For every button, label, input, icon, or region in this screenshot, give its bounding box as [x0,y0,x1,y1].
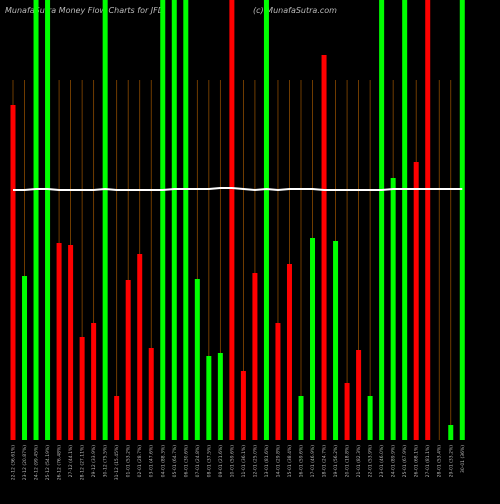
x-tick-label: 25-12 (54.19%) [45,445,51,480]
bar [240,371,246,440]
x-tick-label: 30-01 (36%) [460,445,466,473]
x-tick-label: 24-12 (99.45%) [34,445,40,480]
x-tick-label: 17-01 (46.9%) [310,445,316,478]
x-tick-label: 28-12 (27.11%) [80,445,86,480]
x-tick-label: 20-01 (18.8%) [345,445,351,478]
bar [183,0,189,440]
bar [344,383,350,440]
x-tick-label: 27-12 (44.1%) [68,445,74,478]
bar [379,0,385,440]
bar [206,356,212,440]
x-tick-label: 21-01 (82.3%) [356,445,362,478]
x-tick-label: 28-01 (53.4%) [437,445,443,478]
bar [310,238,316,440]
bar [367,396,373,440]
x-tick-label: 03-01 (47.6%) [149,445,155,478]
x-tick-label: 06-01 (30.6%) [183,445,189,478]
x-tick-label: 31-12 (15.45%) [114,445,120,480]
x-tick-label: 23-12 (20.87%) [22,445,28,480]
x-tick-label: 04-01 (88.3%) [160,445,166,478]
x-tick-label: 23-01 (46.0%) [379,445,385,478]
bar [33,0,39,440]
x-tick-label: 24-01 (89.9%) [391,445,397,478]
bar [459,0,465,440]
bar [413,162,419,440]
x-tick-label: 12-01 (25.0%) [252,445,258,478]
bar [275,323,281,440]
bar [448,425,454,440]
bar [217,353,223,440]
money-flow-line [13,187,463,192]
x-tick-label: 10-01 (59.6%) [229,445,235,478]
bar [252,273,258,440]
bar [263,0,269,440]
x-tick-label: 07-01 (24.8%) [195,445,201,478]
x-tick-label: 27-01 (81.1%) [425,445,431,478]
x-tick-label: 29-01 (33.2%) [448,445,454,478]
x-tick-label: 30-12 (75.5%) [103,445,109,478]
bar [333,241,339,440]
bar [402,0,408,440]
bar [56,243,62,440]
x-tick-label: 22-01 (53.9%) [368,445,374,478]
bar [298,396,304,440]
bar [125,280,131,440]
x-tick-label: 13-01 (81.6%) [264,445,270,478]
x-tick-label: 02-01 (28.7%) [137,445,143,478]
bar [148,348,154,440]
bar [79,337,85,440]
bar [45,0,51,440]
bar [114,396,120,440]
bar [229,0,235,440]
x-tick-label: 01-01 (53.2%) [126,445,132,478]
bar [10,105,16,440]
x-tick-label: 16-01 (59.6%) [299,445,305,478]
x-tick-label: 26-01 (68.1%) [414,445,420,478]
bar [68,245,74,440]
bar [286,264,292,440]
chart-title: MunafaSutra Money Flow Charts for JFD [5,6,164,15]
x-tick-label: 29-12 (33.9%) [91,445,97,478]
x-tick-label: 18-01 (24.7%) [322,445,328,478]
bar [194,279,200,440]
bar [160,0,166,440]
chart-subtitle: (c) MunafaSutra.com [253,6,337,15]
bar [102,0,108,440]
bar [137,254,143,440]
x-tick-label: 08-01 (37.5%) [206,445,212,478]
x-tick-label: 25-01 (67.9%) [402,445,408,478]
x-tick-label: 14-01 (29.8%) [275,445,281,478]
bar [356,350,362,440]
bar [321,55,327,440]
x-tick-label: 26-12 (76.48%) [57,445,63,480]
x-tick-label: 05-01 (64.7%) [172,445,178,478]
x-tick-label: 11-01 (36.1%) [241,445,247,478]
bar [91,323,97,440]
x-tick-label: 15-01 (38.4%) [287,445,293,478]
x-tick-label: 19-01 (56.2%) [333,445,339,478]
x-tick-label: 22-12 (36.61%) [11,445,17,480]
bar [171,0,177,440]
bar [425,0,431,440]
bar [22,276,28,440]
bar [390,178,396,440]
x-tick-label: 09-01 (21.6%) [218,445,224,478]
